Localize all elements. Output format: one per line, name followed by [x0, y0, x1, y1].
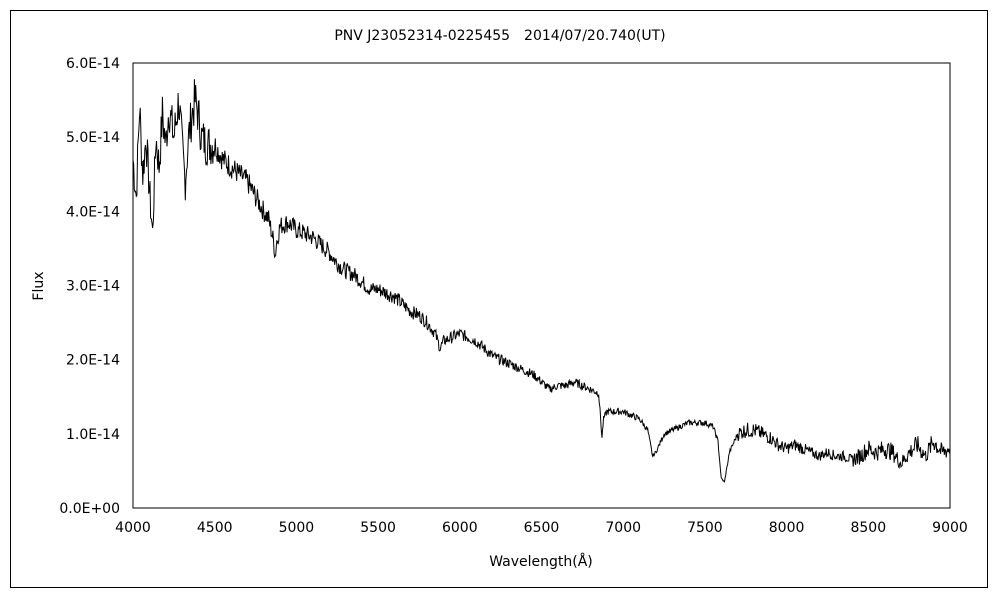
- x-tick-label: 7500: [687, 520, 723, 536]
- y-tick-label: 5.0E-14: [66, 130, 120, 146]
- x-tick-label: 6000: [442, 520, 478, 536]
- y-tick-label: 6.0E-14: [66, 56, 120, 72]
- y-tick-label: 2.0E-14: [66, 353, 120, 369]
- x-axis-label: Wavelength(Å): [489, 553, 593, 570]
- y-tick-label: 4.0E-14: [66, 204, 120, 220]
- chart-title: PNV J23052314-0225455 2014/07/20.740(UT): [334, 28, 665, 44]
- x-tick-label: 5500: [360, 520, 396, 536]
- x-tick-label: 7000: [605, 520, 641, 536]
- x-tick-label: 8500: [850, 520, 886, 536]
- plot-area: [132, 62, 951, 509]
- chart-frame: [10, 10, 988, 588]
- x-tick-label: 4500: [197, 520, 233, 536]
- x-tick-label: 9000: [932, 520, 968, 536]
- x-tick-label: 5000: [279, 520, 315, 536]
- x-tick-label: 4000: [115, 520, 151, 536]
- y-tick-label: 3.0E-14: [66, 279, 120, 295]
- y-axis-ticks: 0.0E+00 1.0E-14 2.0E-14 3.0E-14 4.0E-14 5.0E-…: [59, 56, 120, 517]
- y-tick-label: 0.0E+00: [59, 501, 120, 517]
- x-tick-label: 6500: [524, 520, 560, 536]
- x-axis-ticks: 4000 4500 5000 5500 6000 6500 7000 7500 8000 8500…: [115, 520, 968, 536]
- y-tick-label: 1.0E-14: [66, 427, 120, 443]
- spectrum-line: [132, 79, 951, 484]
- x-tick-label: 8000: [769, 520, 805, 536]
- y-axis-label: Flux: [31, 271, 47, 300]
